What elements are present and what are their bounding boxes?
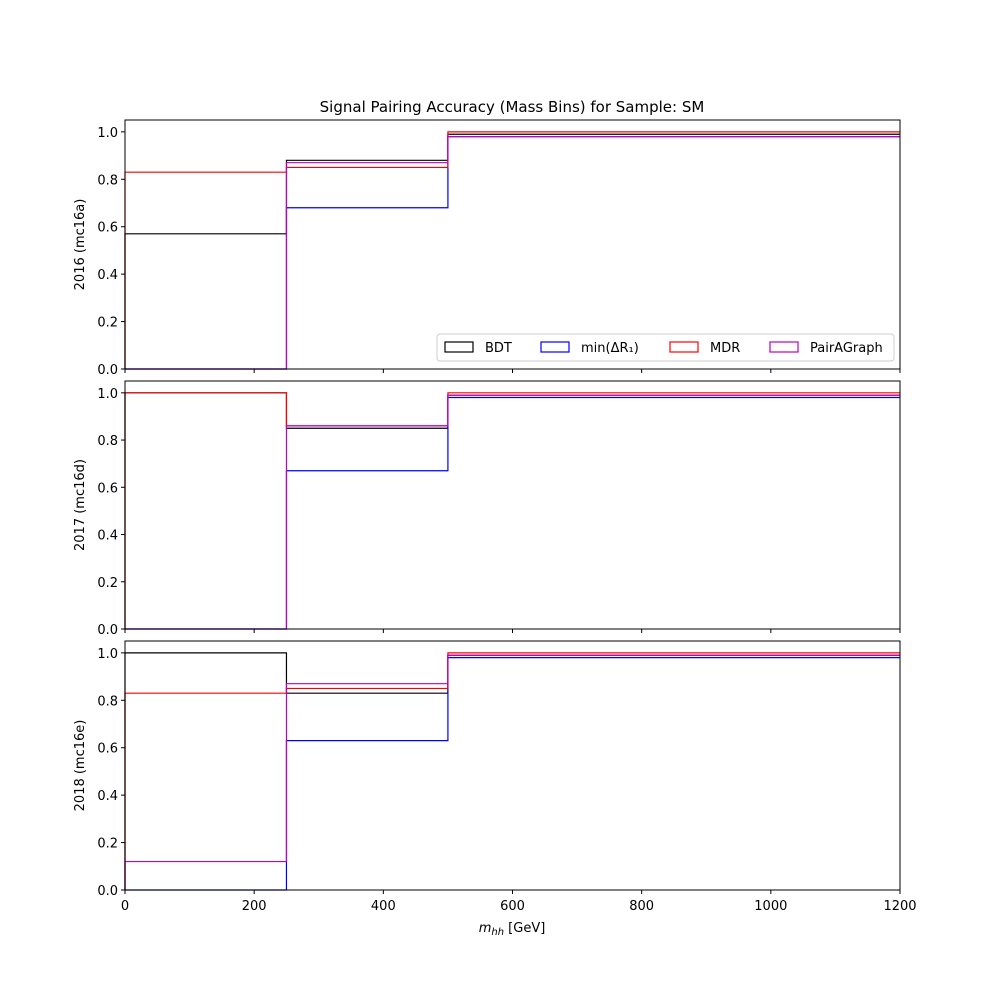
x-axis-label: mhh [GeV] [479, 921, 546, 938]
y-tick-label: 0.2 [97, 576, 118, 591]
legend-swatch-min-r [540, 341, 570, 353]
y-tick-label: 1.0 [97, 126, 118, 141]
x-axis-label-unit: [GeV] [504, 921, 545, 936]
y-axis-label: 2017 (mc16d) [73, 459, 88, 551]
legend-box [436, 333, 895, 362]
legend-label-mdr: MDR [710, 341, 740, 356]
y-tick-label: 0.6 [97, 481, 118, 496]
legend-label-bdt: BDT [485, 341, 512, 356]
y-tick-label: 1.0 [97, 387, 118, 402]
legend-label-min-r: min(ΔR₁) [581, 341, 639, 356]
x-tick-label: 200 [242, 899, 267, 914]
y-tick-label: 0.4 [97, 789, 118, 804]
legend: BDT min(ΔR₁) MDR PairAGraph [436, 333, 895, 362]
y-tick-label: 0.8 [97, 694, 118, 709]
legend-label-pairagraph: PairAGraph [810, 341, 883, 356]
x-tick-label: 1200 [883, 899, 916, 914]
panel-3: 0.0 0.2 0.4 0.6 0.8 1.0 0 200 400 600 800 1000 1200 2… [73, 640, 917, 914]
x-tick-label: 800 [629, 899, 654, 914]
y-tick-label: 0.0 [97, 623, 118, 638]
panel-2: 0.0 0.2 0.4 0.6 0.8 1.0 2017 (mc16d) [73, 380, 901, 638]
legend-swatch-pairagraph [769, 341, 799, 353]
y-tick-label: 1.0 [97, 647, 118, 662]
y-tick-label: 0.2 [97, 837, 118, 852]
y-tick-label: 0.8 [97, 434, 118, 449]
y-tick-label: 0.4 [97, 268, 118, 283]
y-tick-label: 0.8 [97, 173, 118, 188]
x-tick-label: 600 [500, 899, 525, 914]
y-tick-label: 0.0 [97, 363, 118, 378]
x-tick-label: 0 [121, 899, 129, 914]
y-axis-label: 2016 (mc16a) [73, 199, 88, 291]
x-tick-label: 400 [371, 899, 396, 914]
x-axis-label-sub: hh [491, 927, 504, 938]
y-tick-label: 0.2 [97, 316, 118, 331]
x-axis-label-main: m [479, 921, 492, 936]
legend-swatch-mdr [669, 341, 699, 353]
chart-title: Signal Pairing Accuracy (Mass Bins) for … [320, 98, 705, 116]
panel-1: 0.0 0.2 0.4 0.6 0.8 1.0 2016 (mc16a) [73, 119, 901, 378]
y-tick-label: 0.4 [97, 529, 118, 544]
y-axis-label: 2018 (mc16e) [73, 720, 88, 812]
y-tick-label: 0.0 [97, 884, 118, 899]
y-tick-label: 0.6 [97, 742, 118, 757]
x-tick-label: 1000 [754, 899, 787, 914]
y-tick-label: 0.6 [97, 221, 118, 236]
legend-swatch-bdt [444, 341, 474, 353]
